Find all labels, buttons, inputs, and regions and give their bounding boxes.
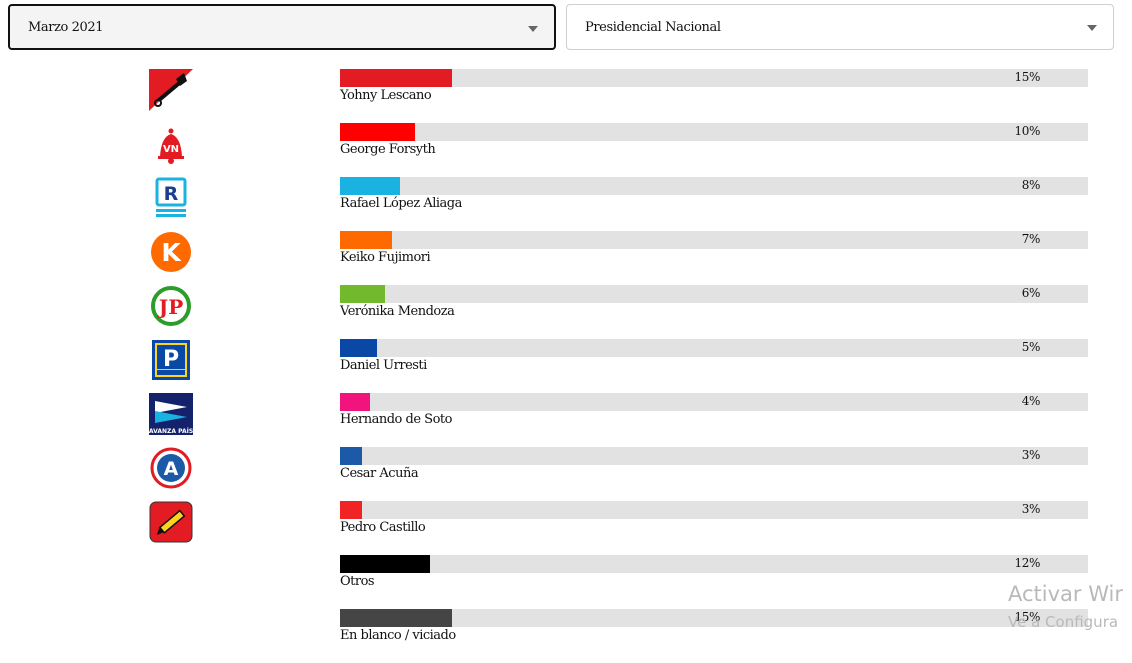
bar-track: 3% xyxy=(340,501,1088,519)
candidate-name: Otros xyxy=(340,574,374,589)
candidate-name: Keiko Fujimori xyxy=(340,250,430,265)
candidate-row: 15% En blanco / viciado xyxy=(0,609,1132,663)
candidate-name: Cesar Acuña xyxy=(340,466,418,481)
svg-text:A: A xyxy=(164,458,179,480)
windows-activation-watermark-sub: Ve a Configura xyxy=(1008,613,1118,631)
chevron-down-icon xyxy=(1087,25,1097,31)
bar-track: 5% xyxy=(340,339,1088,357)
value-label: 6% xyxy=(1022,286,1040,300)
candidate-row: 15% Yohny Lescano xyxy=(0,69,1132,123)
value-label: 10% xyxy=(1015,124,1040,138)
value-label: 7% xyxy=(1022,232,1040,246)
bell-vn-logo-icon: VN xyxy=(149,123,193,165)
shovel-logo-icon xyxy=(149,69,193,111)
bar-fill xyxy=(340,123,415,141)
scope-select[interactable]: Presidencial Nacional xyxy=(566,4,1114,50)
bar-fill xyxy=(340,555,430,573)
value-label: 3% xyxy=(1022,502,1040,516)
svg-text:VN: VN xyxy=(163,144,179,155)
bar-fill xyxy=(340,177,400,195)
candidate-row: K 7% Keiko Fujimori xyxy=(0,231,1132,285)
candidate-row: JP 6% Verónika Mendoza xyxy=(0,285,1132,339)
renovacion-popular-logo-icon: R xyxy=(149,177,193,219)
svg-text:AVANZA PAÍS: AVANZA PAÍS xyxy=(149,427,193,435)
svg-text:R: R xyxy=(164,183,179,205)
bar-track: 3% xyxy=(340,447,1088,465)
value-label: 12% xyxy=(1015,556,1040,570)
jp-logo-icon: JP xyxy=(149,285,193,327)
bar-track: 4% xyxy=(340,393,1088,411)
bar-fill xyxy=(340,339,377,357)
candidate-row: AVANZA PAÍS 4% Hernando de Soto xyxy=(0,393,1132,447)
svg-text:P: P xyxy=(163,347,179,372)
bar-fill xyxy=(340,231,392,249)
candidate-row: R 8% Rafael López Aliaga xyxy=(0,177,1132,231)
candidate-name: En blanco / viciado xyxy=(340,628,456,643)
candidate-row: 3% Pedro Castillo xyxy=(0,501,1132,555)
bar-fill xyxy=(340,69,452,87)
bar-track: 15% xyxy=(340,69,1088,87)
svg-text:JP: JP xyxy=(157,295,184,319)
bar-track: 6% xyxy=(340,285,1088,303)
bar-track: 15% xyxy=(340,609,1088,627)
candidate-name: Verónika Mendoza xyxy=(340,304,454,319)
bar-track: 10% xyxy=(340,123,1088,141)
candidate-name: Rafael López Aliaga xyxy=(340,196,462,211)
pencil-logo-icon xyxy=(149,501,193,543)
value-label: 8% xyxy=(1022,178,1040,192)
candidate-row: VN 10% George Forsyth xyxy=(0,123,1132,177)
scope-select-value: Presidencial Nacional xyxy=(585,20,721,35)
bar-track: 7% xyxy=(340,231,1088,249)
chevron-down-icon xyxy=(528,26,538,32)
value-label: 15% xyxy=(1015,70,1040,84)
bar-fill xyxy=(340,393,370,411)
bar-fill xyxy=(340,447,362,465)
candidate-name: George Forsyth xyxy=(340,142,435,157)
candidate-name: Daniel Urresti xyxy=(340,358,427,373)
candidate-name: Pedro Castillo xyxy=(340,520,425,535)
bar-track: 8% xyxy=(340,177,1088,195)
bar-fill xyxy=(340,609,452,627)
period-select-value: Marzo 2021 xyxy=(28,20,103,35)
avanza-pais-logo-icon: AVANZA PAÍS xyxy=(149,393,193,435)
svg-text:K: K xyxy=(161,238,182,267)
value-label: 3% xyxy=(1022,448,1040,462)
value-label: 5% xyxy=(1022,340,1040,354)
candidate-row: 12% Otros xyxy=(0,555,1132,609)
bar-fill xyxy=(340,285,385,303)
bar-fill xyxy=(340,501,362,519)
podemos-logo-icon: P xyxy=(149,339,193,381)
candidate-name: Hernando de Soto xyxy=(340,412,452,427)
candidate-row: A 3% Cesar Acuña xyxy=(0,447,1132,501)
value-label: 4% xyxy=(1022,394,1040,408)
bar-track: 12% xyxy=(340,555,1088,573)
a-logo-icon: A xyxy=(149,447,193,489)
candidate-name: Yohny Lescano xyxy=(340,88,431,103)
candidate-row: P 5% Daniel Urresti xyxy=(0,339,1132,393)
period-select[interactable]: Marzo 2021 xyxy=(8,4,556,50)
windows-activation-watermark: Activar Wir xyxy=(1008,582,1123,606)
k-logo-icon: K xyxy=(149,231,193,273)
